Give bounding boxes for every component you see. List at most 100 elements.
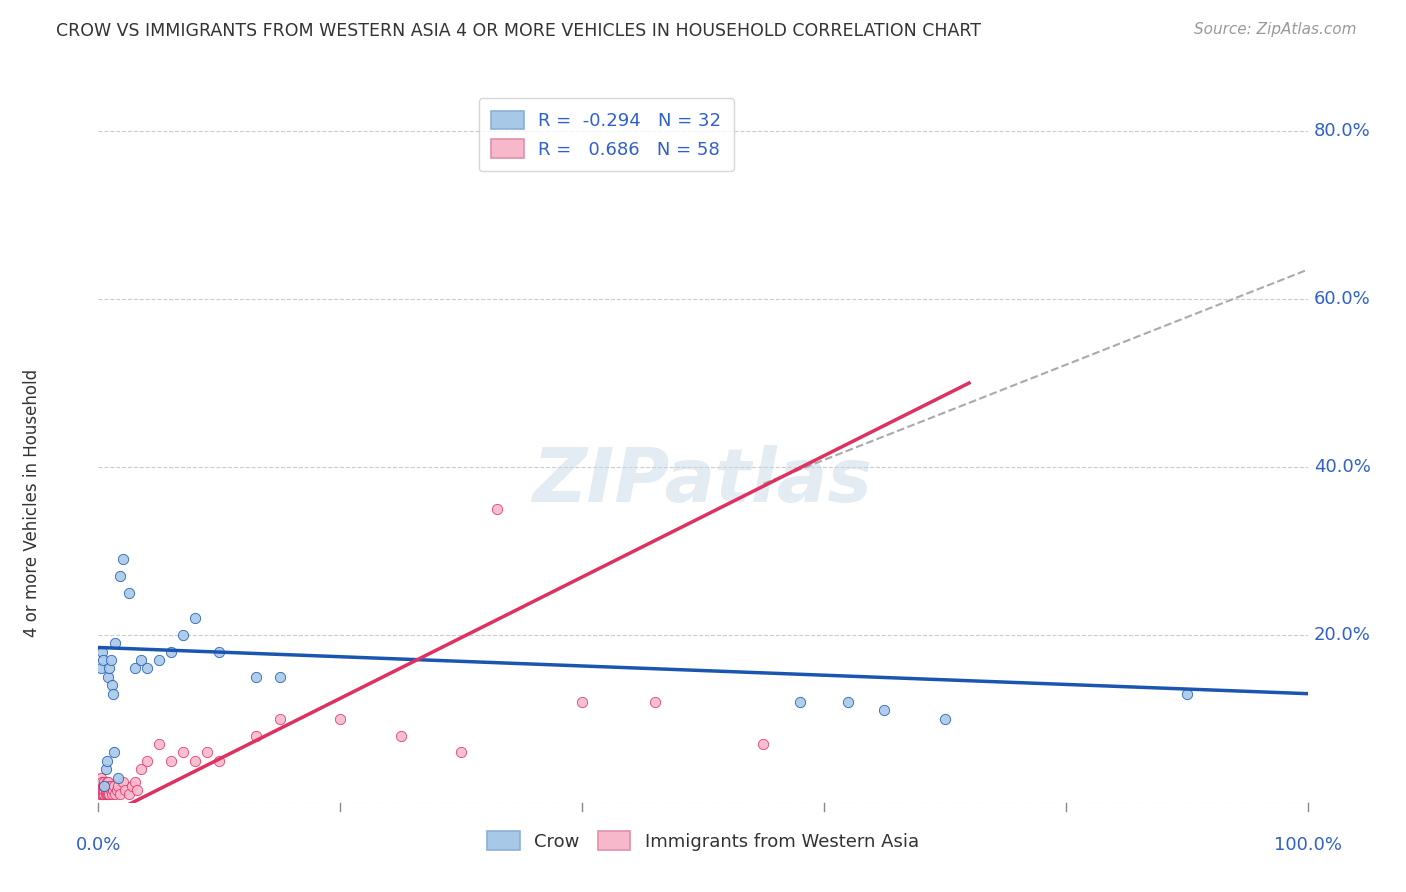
Point (148, 653, 170, 667)
Point (121, 779, 143, 793)
Point (94, 783, 117, 797)
Point (93, 783, 115, 797)
Legend: Crow, Immigrants from Western Asia: Crow, Immigrants from Western Asia (479, 824, 927, 858)
Point (129, 653, 152, 667)
Text: ZIPatlas: ZIPatlas (533, 445, 873, 518)
Text: 100.0%: 100.0% (1274, 837, 1341, 855)
Point (105, 783, 128, 797)
Point (486, 502, 509, 516)
Point (100, 678, 122, 692)
Point (107, 779, 129, 793)
Point (184, 754, 207, 768)
Point (329, 712, 352, 726)
Point (91, 783, 114, 797)
Point (148, 737, 170, 751)
Point (114, 783, 136, 797)
Point (94, 788, 117, 802)
Point (90, 661, 112, 675)
Point (98, 661, 121, 675)
Point (752, 737, 775, 751)
Point (103, 746, 125, 760)
Point (1175, 687, 1198, 701)
Point (172, 746, 194, 760)
Point (94, 779, 117, 793)
Point (100, 788, 122, 802)
Point (789, 695, 811, 709)
Point (172, 628, 194, 642)
Point (107, 771, 129, 785)
Point (96, 788, 118, 802)
Point (89, 779, 111, 793)
Text: 80.0%: 80.0% (1313, 122, 1371, 140)
Text: 40.0%: 40.0% (1313, 458, 1371, 476)
Point (450, 746, 472, 760)
Point (111, 552, 134, 566)
Point (100, 779, 122, 793)
Point (108, 788, 131, 802)
Point (93, 779, 115, 793)
Point (91, 788, 114, 802)
Point (644, 695, 666, 709)
Point (135, 754, 157, 768)
Point (97, 774, 120, 789)
Point (91, 653, 114, 667)
Point (245, 670, 267, 684)
Point (90, 779, 112, 793)
Point (91, 774, 114, 789)
Point (94, 762, 117, 776)
Point (101, 783, 124, 797)
Text: 20.0%: 20.0% (1313, 626, 1371, 644)
Point (91, 779, 114, 793)
Point (118, 586, 141, 600)
Point (98, 779, 121, 793)
Point (100, 783, 122, 797)
Point (124, 661, 146, 675)
Point (104, 636, 127, 650)
Point (127, 783, 149, 797)
Point (129, 762, 152, 776)
Point (837, 695, 859, 709)
Point (97, 788, 120, 802)
Point (389, 729, 412, 743)
Text: CROW VS IMMIGRANTS FROM WESTERN ASIA 4 OR MORE VEHICLES IN HOUSEHOLD CORRELATION: CROW VS IMMIGRANTS FROM WESTERN ASIA 4 O… (56, 22, 981, 40)
Point (245, 729, 267, 743)
Point (91, 645, 114, 659)
Point (108, 569, 131, 583)
Point (195, 746, 218, 760)
Point (101, 687, 124, 701)
Point (160, 754, 183, 768)
Point (93, 788, 115, 802)
Point (124, 774, 146, 789)
Point (96, 774, 118, 789)
Point (269, 712, 291, 726)
Point (208, 645, 231, 659)
Point (111, 774, 134, 789)
Point (118, 788, 141, 802)
Point (91, 779, 114, 793)
Point (98, 788, 121, 802)
Text: 0.0%: 0.0% (76, 837, 121, 855)
Point (93, 774, 115, 789)
Point (89, 788, 111, 802)
Point (93, 779, 115, 793)
Point (90, 771, 112, 785)
Point (873, 703, 896, 717)
Point (208, 754, 231, 768)
Point (934, 712, 956, 726)
Point (96, 754, 118, 768)
Point (97, 670, 120, 684)
Point (91, 783, 114, 797)
Point (91, 788, 114, 802)
Text: 60.0%: 60.0% (1313, 290, 1371, 308)
Point (104, 788, 127, 802)
Point (184, 611, 207, 625)
Text: 4 or more Vehicles in Household: 4 or more Vehicles in Household (22, 369, 41, 637)
Point (269, 670, 291, 684)
Point (97, 779, 120, 793)
Point (135, 661, 157, 675)
Point (103, 779, 125, 793)
Point (90, 788, 112, 802)
Text: Source: ZipAtlas.com: Source: ZipAtlas.com (1194, 22, 1357, 37)
Point (571, 695, 593, 709)
Point (160, 645, 183, 659)
